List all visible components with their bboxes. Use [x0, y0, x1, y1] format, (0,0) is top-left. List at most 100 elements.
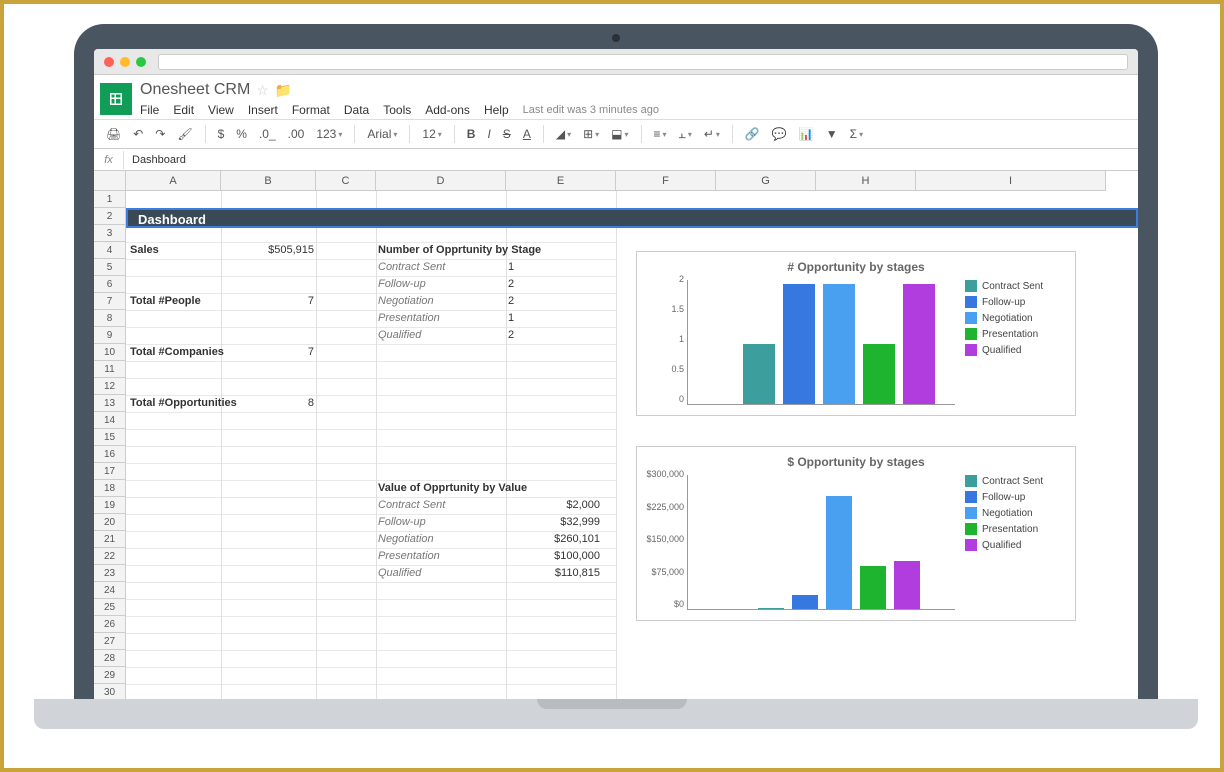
- bar: [860, 566, 886, 609]
- menu-edit[interactable]: Edit: [173, 103, 194, 117]
- col-header-D[interactable]: D: [376, 171, 506, 191]
- chart2-plot: $0$75,000$150,000$225,000$300,000: [687, 475, 955, 610]
- value-label: Contract Sent: [378, 497, 498, 514]
- row-header-11[interactable]: 11: [94, 361, 126, 378]
- strike-btn[interactable]: S: [499, 125, 515, 143]
- max-dot[interactable]: [136, 57, 146, 67]
- menu-insert[interactable]: Insert: [248, 103, 278, 117]
- dec2-btn[interactable]: .00: [284, 125, 309, 143]
- summary-value: 7: [219, 344, 314, 361]
- star-icon[interactable]: ☆: [256, 82, 269, 99]
- row-header-7[interactable]: 7: [94, 293, 126, 310]
- row-header-3[interactable]: 3: [94, 225, 126, 242]
- stage-value: 1: [508, 310, 568, 327]
- menu-tools[interactable]: Tools: [383, 103, 411, 117]
- window-controls: [104, 57, 146, 67]
- percent-btn[interactable]: %: [232, 125, 251, 143]
- filter-btn[interactable]: ▼: [822, 125, 842, 143]
- row-header-8[interactable]: 8: [94, 310, 126, 327]
- row-header-6[interactable]: 6: [94, 276, 126, 293]
- menu-format[interactable]: Format: [292, 103, 330, 117]
- textcolor-btn[interactable]: A: [519, 125, 535, 143]
- row-header-27[interactable]: 27: [94, 633, 126, 650]
- chart-btn[interactable]: 📊: [795, 125, 818, 143]
- row-header-26[interactable]: 26: [94, 616, 126, 633]
- col-header-F[interactable]: F: [616, 171, 716, 191]
- bar: [758, 608, 784, 609]
- comment-btn[interactable]: 💬: [768, 125, 791, 143]
- legend-item: Follow-up: [965, 296, 1065, 308]
- font-select[interactable]: Arial▾: [363, 125, 401, 143]
- format123-btn[interactable]: 123▾: [312, 125, 346, 143]
- col-header-E[interactable]: E: [506, 171, 616, 191]
- menu-data[interactable]: Data: [344, 103, 369, 117]
- col-header-A[interactable]: A: [126, 171, 221, 191]
- row-header-28[interactable]: 28: [94, 650, 126, 667]
- row-header-17[interactable]: 17: [94, 463, 126, 480]
- row-header-2[interactable]: 2: [94, 208, 126, 225]
- col-header-G[interactable]: G: [716, 171, 816, 191]
- row-header-21[interactable]: 21: [94, 531, 126, 548]
- chart-opportunity-value[interactable]: $ Opportunity by stages $0$75,000$150,00…: [636, 446, 1076, 621]
- legend-item: Qualified: [965, 344, 1065, 356]
- link-btn[interactable]: 🔗: [741, 125, 764, 143]
- col-header-B[interactable]: B: [221, 171, 316, 191]
- paint-icon[interactable]: 🖌: [173, 125, 196, 143]
- row-header-12[interactable]: 12: [94, 378, 126, 395]
- bar: [823, 284, 855, 404]
- select-all-corner[interactable]: [94, 171, 126, 191]
- row-header-20[interactable]: 20: [94, 514, 126, 531]
- sheets-icon[interactable]: [100, 83, 132, 115]
- menu-view[interactable]: View: [208, 103, 234, 117]
- row-header-22[interactable]: 22: [94, 548, 126, 565]
- row-header-23[interactable]: 23: [94, 565, 126, 582]
- row-header-19[interactable]: 19: [94, 497, 126, 514]
- menu-addons[interactable]: Add-ons: [425, 103, 470, 117]
- redo-icon[interactable]: ↷: [151, 125, 169, 143]
- valign-btn[interactable]: ⫠▾: [675, 125, 696, 144]
- col-header-C[interactable]: C: [316, 171, 376, 191]
- undo-icon[interactable]: ↶: [129, 125, 147, 143]
- row-header-15[interactable]: 15: [94, 429, 126, 446]
- italic-btn[interactable]: I: [483, 125, 494, 143]
- col-header-I[interactable]: I: [916, 171, 1106, 191]
- functions-btn[interactable]: Σ▾: [846, 125, 867, 143]
- row-header-24[interactable]: 24: [94, 582, 126, 599]
- summary-value: 8: [219, 395, 314, 412]
- row-header-18[interactable]: 18: [94, 480, 126, 497]
- legend-item: Follow-up: [965, 491, 1065, 503]
- close-dot[interactable]: [104, 57, 114, 67]
- row-header-1[interactable]: 1: [94, 191, 126, 208]
- row-header-16[interactable]: 16: [94, 446, 126, 463]
- borders-btn[interactable]: ⊞▾: [579, 125, 603, 143]
- chart1-legend: Contract SentFollow-upNegotiationPresent…: [955, 280, 1065, 405]
- fill-btn[interactable]: ◢▾: [552, 125, 575, 143]
- cells-grid[interactable]: Dashboard # Opportunity by stages 00.511…: [126, 191, 1138, 701]
- row-header-5[interactable]: 5: [94, 259, 126, 276]
- formula-bar: fx Dashboard: [94, 149, 1138, 171]
- fx-value[interactable]: Dashboard: [124, 154, 186, 166]
- row-header-14[interactable]: 14: [94, 412, 126, 429]
- row-header-10[interactable]: 10: [94, 344, 126, 361]
- menu-help[interactable]: Help: [484, 103, 509, 117]
- row-header-25[interactable]: 25: [94, 599, 126, 616]
- currency-btn[interactable]: $: [214, 125, 229, 143]
- chart-opportunity-count[interactable]: # Opportunity by stages 00.511.52 Contra…: [636, 251, 1076, 416]
- wrap-btn[interactable]: ↵▾: [700, 125, 724, 143]
- dec1-btn[interactable]: .0_: [255, 125, 280, 143]
- row-header-29[interactable]: 29: [94, 667, 126, 684]
- folder-icon[interactable]: 📁: [275, 82, 292, 99]
- min-dot[interactable]: [120, 57, 130, 67]
- row-header-4[interactable]: 4: [94, 242, 126, 259]
- merge-btn[interactable]: ⬓▾: [607, 125, 632, 143]
- print-icon[interactable]: 🖨: [102, 125, 125, 143]
- bold-btn[interactable]: B: [463, 125, 480, 143]
- halign-btn[interactable]: ≡▾: [650, 125, 671, 143]
- row-header-9[interactable]: 9: [94, 327, 126, 344]
- col-header-H[interactable]: H: [816, 171, 916, 191]
- doc-title[interactable]: Onesheet CRM: [140, 81, 250, 99]
- menu-file[interactable]: File: [140, 103, 159, 117]
- row-header-13[interactable]: 13: [94, 395, 126, 412]
- url-bar[interactable]: [158, 54, 1128, 70]
- fontsize-select[interactable]: 12▾: [418, 125, 445, 143]
